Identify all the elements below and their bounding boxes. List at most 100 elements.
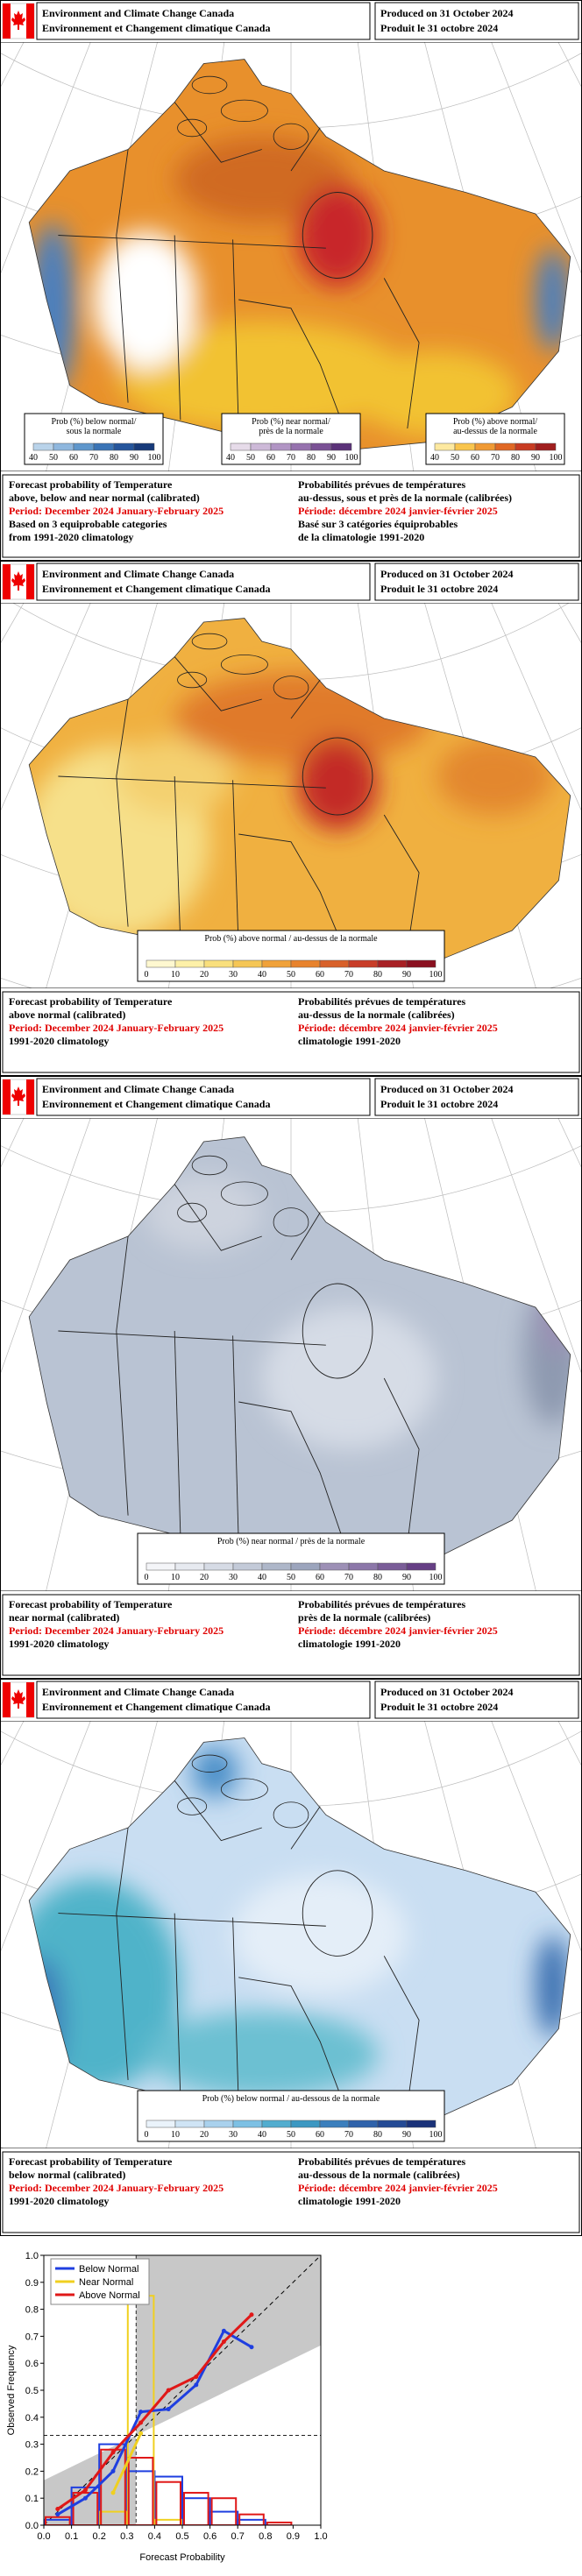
colorbar-tick-label: 50 <box>287 2130 295 2140</box>
legend-label: Above Normal <box>79 2290 140 2301</box>
island-outline <box>220 99 268 123</box>
colorbar-segment <box>406 959 436 968</box>
colorbar-tick-label: 60 <box>69 453 78 463</box>
province-border <box>174 1780 262 1842</box>
island-outline <box>220 1181 268 1207</box>
maple-leaf <box>11 571 25 591</box>
province-border <box>238 1977 350 2119</box>
colorbar-segment <box>261 2120 292 2128</box>
colorbar-tick-label: 40 <box>226 453 235 463</box>
reliability-point <box>194 2382 199 2388</box>
colorbar-segment <box>203 1562 234 1571</box>
province-border <box>174 102 262 163</box>
footer-text: 1991-2020 climatology <box>9 1035 109 1047</box>
colorbar-segment <box>454 442 476 451</box>
legend-title: Prob (%) below normal/ <box>52 417 137 427</box>
reliability-point <box>82 2488 88 2493</box>
island-outline <box>273 1207 309 1237</box>
province-border <box>290 679 321 719</box>
produced-en: Produced on 31 October 2024 <box>380 1083 514 1095</box>
legend-title: Prob (%) above normal / au-dessus de la … <box>204 934 378 944</box>
colorbar-segment <box>93 442 115 451</box>
footer-text: Basé sur 3 catégories équiprobables <box>298 518 458 530</box>
forecast-panel: Environment and Climate Change Canada Env… <box>0 1076 582 1679</box>
field-blob <box>296 738 379 831</box>
flag-bar <box>26 1682 34 1717</box>
field-blob <box>146 1174 262 1251</box>
colorbar-segment <box>348 2120 379 2128</box>
reliability-point <box>110 2468 116 2473</box>
colorbar-segment <box>146 959 176 968</box>
y-tick-label: 0.3 <box>25 2440 39 2451</box>
produced-fr: Produit le 31 octobre 2024 <box>380 1701 498 1713</box>
colorbar-tick-label: 60 <box>316 1573 324 1582</box>
produced-en: Produced on 31 October 2024 <box>380 1686 514 1698</box>
colorbar-tick-label: 0 <box>145 970 149 980</box>
colorbar-segment <box>377 1562 408 1571</box>
agency-name-fr: Environnement et Changement climatique C… <box>42 1701 270 1713</box>
agency-name-en: Environment and Climate Change Canada <box>42 7 234 19</box>
reliability-point <box>221 2328 226 2333</box>
colorbar-segment <box>203 2120 234 2128</box>
footer-text: Forecast probability of Temperature <box>9 478 173 491</box>
island-outline <box>273 123 309 150</box>
field-blob <box>232 1874 408 1995</box>
footer-text: au-dessus de la normale (calibrées) <box>298 1008 455 1021</box>
legend-box <box>137 930 445 982</box>
y-tick-label: 0.7 <box>25 2332 39 2342</box>
field-blob <box>93 230 198 369</box>
province-border <box>383 278 420 429</box>
province-border <box>116 1235 129 1516</box>
colorbar-tick-label: 50 <box>49 453 58 463</box>
colorbar-segment <box>232 1562 263 1571</box>
province-border <box>238 1401 350 1559</box>
province-border <box>383 1377 420 1545</box>
colorbar-tick-label: 50 <box>287 970 295 980</box>
province-border <box>58 235 326 249</box>
footer-text: Based on 3 equiprobable categories <box>9 518 167 530</box>
province-border <box>238 833 350 962</box>
legend-box <box>425 413 565 465</box>
colorbar-tick-label: 80 <box>110 453 118 463</box>
footer-text: Probabilités prévues de températures <box>298 995 466 1008</box>
colorbar-tick-label: 20 <box>200 970 209 980</box>
produced-fr: Produit le 31 octobre 2024 <box>380 1098 498 1110</box>
legend-title: au-dessus de la normale <box>453 427 537 436</box>
flag-bar <box>26 4 34 39</box>
agency-name-en: Environment and Climate Change Canada <box>42 1686 234 1698</box>
colorbar-tick-label: 90 <box>327 453 336 463</box>
flag-bar <box>26 1079 34 1115</box>
province-border <box>383 814 420 951</box>
forecast-field <box>29 1136 571 1568</box>
legend-label: Near Normal <box>79 2277 133 2288</box>
footer-text: près de la normale (calibrées) <box>298 1611 430 1624</box>
colorbar-segment <box>53 442 75 451</box>
colorbar-tick-label: 40 <box>258 2130 266 2140</box>
x-tick-label: 0.5 <box>175 2531 188 2542</box>
colorbar-segment <box>319 2120 350 2128</box>
footer-box <box>2 2151 580 2233</box>
colorbar-segment <box>406 1562 436 1571</box>
footer-text: climatologie 1991-2020 <box>298 1035 401 1047</box>
produced-en: Produced on 31 October 2024 <box>380 568 514 580</box>
agency-name-en: Environment and Climate Change Canada <box>42 568 234 580</box>
province-border <box>290 1806 321 1850</box>
footer-text: Period: December 2024 January-February 2… <box>9 2182 224 2194</box>
island-outline <box>177 1202 208 1223</box>
province-border <box>58 1330 326 1346</box>
colorbar-tick-label: 40 <box>430 453 439 463</box>
y-tick-label: 0.9 <box>25 2278 39 2289</box>
y-tick-label: 1.0 <box>25 2251 39 2261</box>
y-tick-label: 0.0 <box>25 2521 39 2531</box>
hudson-bay-outline <box>302 1870 373 1957</box>
island-outline <box>220 1778 268 1801</box>
reliability-point <box>138 2410 144 2415</box>
legend-box <box>221 413 361 465</box>
maple-leaf <box>11 11 25 30</box>
footer-text: Period: December 2024 January-February 2… <box>9 1624 224 1637</box>
forecast-histogram-bar <box>155 2480 181 2525</box>
maple-leaf <box>11 1689 25 1709</box>
colorbar-tick-label: 30 <box>229 970 238 980</box>
colorbar-tick-label: 40 <box>258 1573 266 1582</box>
